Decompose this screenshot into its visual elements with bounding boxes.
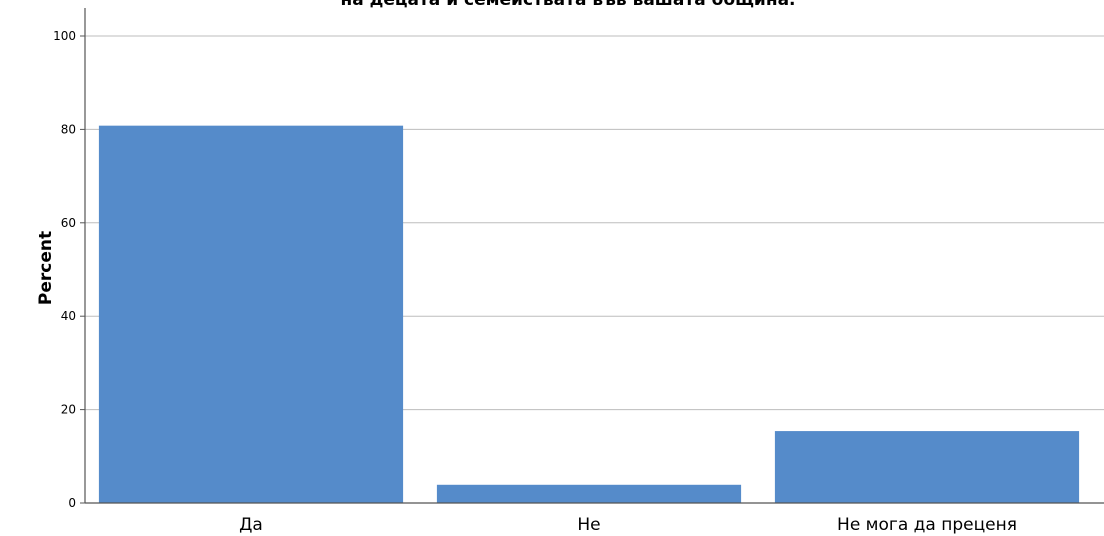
bar — [436, 484, 742, 503]
bar — [774, 431, 1080, 503]
x-category-label: Не мога да преценя — [837, 515, 1017, 535]
bars — [98, 125, 1080, 503]
x-category-label: Да — [239, 515, 263, 535]
y-tick-label: 0 — [68, 496, 76, 510]
x-category-label: Не — [577, 515, 600, 535]
y-tick-labels: 0 20 40 60 80 100 — [53, 29, 85, 510]
axes — [84, 8, 1104, 504]
y-axis-title: Percent — [36, 231, 56, 305]
y-tick-label: 60 — [61, 216, 76, 230]
y-tick-label: 80 — [61, 122, 76, 136]
x-category-labels: Да Не Не мога да преценя — [239, 515, 1017, 535]
chart-title: на децата и семействата във вашата общин… — [340, 0, 795, 10]
y-tick-label: 100 — [53, 29, 76, 43]
y-tick-label: 40 — [61, 309, 76, 323]
y-tick-label: 20 — [61, 403, 76, 417]
bar — [98, 125, 404, 503]
